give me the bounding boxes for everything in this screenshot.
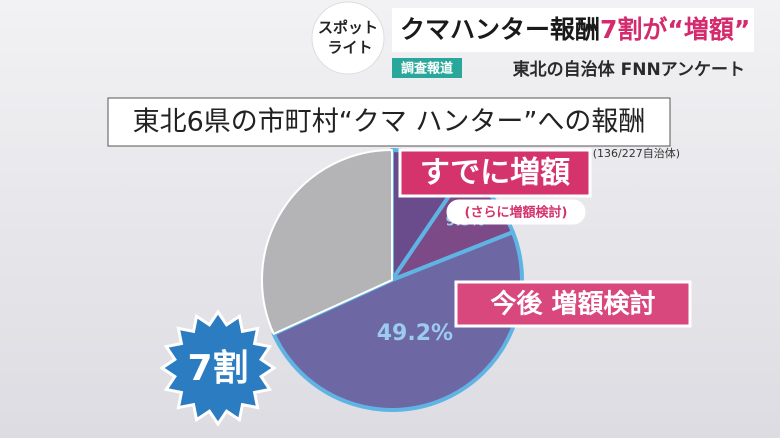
badge: 7割 (159, 309, 277, 427)
headline-box (392, 8, 754, 52)
chart-title: 東北6県の市町村“クマ ハンター”への報酬 (133, 107, 646, 138)
headline-part: クマハンター報酬 (400, 15, 600, 44)
callout-box (446, 199, 586, 225)
tag: 調査報道 (401, 61, 453, 77)
labels: 9.5%9.5%49.2%すでに増額(さらに増額検討)今後 増額検討 (377, 148, 692, 346)
logo: スポット ライト (311, 1, 385, 75)
callout-label: 今後 増額検討 (490, 289, 655, 320)
headline: クマハンター報酬7割が“増額” (400, 15, 750, 44)
logo-line: スポット (318, 19, 378, 37)
subtitle: 東北の自治体 FNNアンケート (513, 59, 745, 80)
tag-box (392, 58, 462, 78)
pie-slice (261, 149, 393, 335)
note: (136/227自治体) (593, 146, 680, 160)
headline-part: 7割が“増額” (600, 15, 750, 44)
callout-label: (さらに増額検討) (465, 205, 568, 221)
chart-title-box (107, 97, 671, 147)
logo-circle (311, 1, 385, 75)
badge-star (159, 309, 277, 427)
logo-line: ライト (327, 39, 372, 57)
callout-box (398, 148, 592, 198)
badge-label: 7割 (187, 348, 248, 389)
callout-label: すでに増額 (420, 156, 570, 191)
callout-box (454, 280, 692, 328)
value-label: 49.2% (377, 321, 453, 346)
